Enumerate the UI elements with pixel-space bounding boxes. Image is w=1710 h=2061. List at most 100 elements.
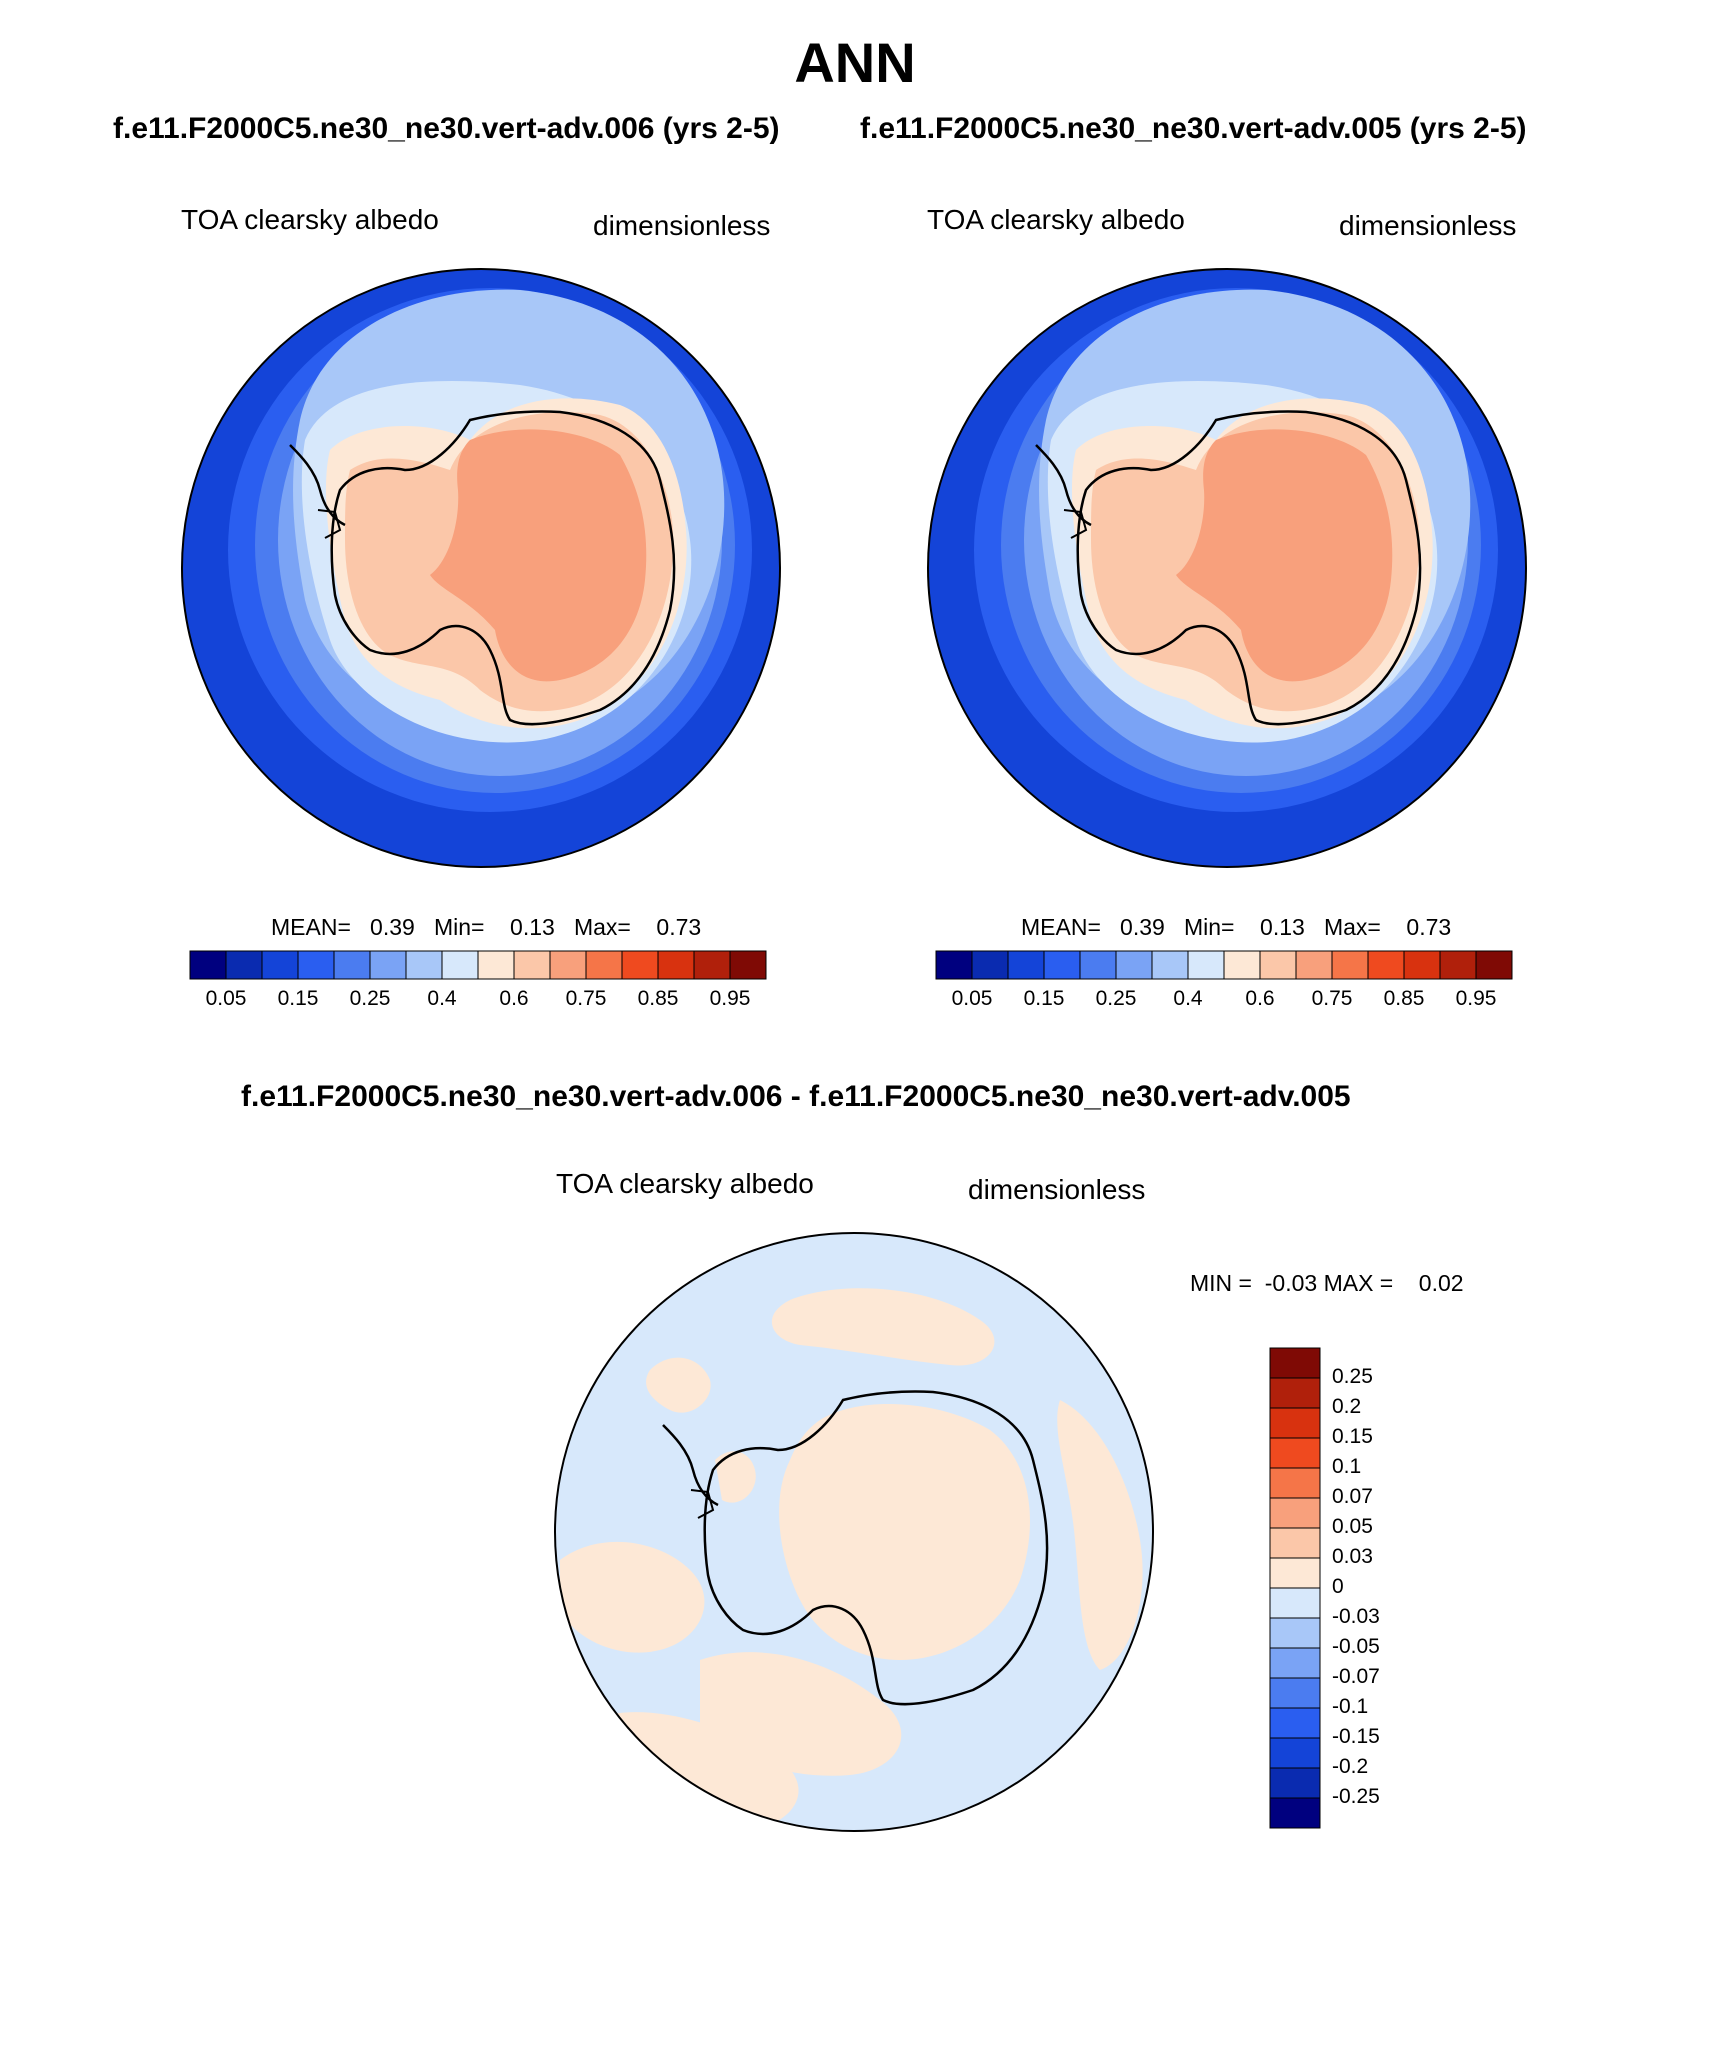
island-outline xyxy=(317,509,342,539)
colorbar-tick-label: 0.1 xyxy=(1332,1455,1362,1478)
colorbar-swatch xyxy=(1269,1677,1321,1709)
colorbar-swatch xyxy=(513,950,551,980)
colorbar-swatch xyxy=(1475,950,1513,980)
colorbar-swatch xyxy=(1295,950,1333,980)
left-units-label: dimensionless xyxy=(593,210,771,241)
colorbar-tick-label: 0.95 xyxy=(1455,987,1497,1010)
colorbar-swatch xyxy=(549,950,587,980)
positive-difference-patch xyxy=(715,1451,756,1503)
colorbar-swatch xyxy=(1115,950,1153,980)
colorbar-swatch xyxy=(1187,950,1225,980)
colorbar-swatch xyxy=(1269,1347,1321,1379)
right-variable-label: TOA clearsky albedo xyxy=(927,204,1185,235)
colorbar-tick-label: 0 xyxy=(1332,1575,1344,1598)
colorbar-tick-label: 0.05 xyxy=(1332,1515,1373,1538)
positive-difference-patch xyxy=(779,1403,1030,1660)
colorbar-tick-label: 0.6 xyxy=(1245,987,1275,1010)
colorbar-swatch xyxy=(621,950,659,980)
colorbar-swatch xyxy=(1269,1437,1321,1469)
colorbar-swatch xyxy=(405,950,443,980)
colorbar-tick-label: 0.2 xyxy=(1332,1395,1362,1418)
colorbar-tick-label: -0.15 xyxy=(1332,1725,1380,1748)
antarctic-coastline xyxy=(703,1390,1049,1706)
colorbar-tick-label: 0.03 xyxy=(1332,1545,1373,1568)
colorbar-tick-label: 0.05 xyxy=(205,987,247,1010)
colorbar-swatch xyxy=(1269,1647,1321,1679)
colorbar-swatch xyxy=(1269,1797,1321,1829)
colorbar-swatch xyxy=(1439,950,1477,980)
difference-polar-map xyxy=(554,1232,1154,1832)
colorbar-swatch xyxy=(1269,1407,1321,1439)
left-case-subtitle: f.e11.F2000C5.ne30_ne30.vert-adv.006 (yr… xyxy=(113,112,780,145)
colorbar-tick-label: 0.6 xyxy=(499,987,529,1010)
colorbar-tick-label: 0.95 xyxy=(709,987,751,1010)
left-colorbar xyxy=(189,950,767,980)
colorbar-swatch xyxy=(261,950,299,980)
positive-difference-patch xyxy=(1057,1400,1143,1670)
island-outline xyxy=(690,1489,715,1519)
colorbar-swatch xyxy=(1269,1557,1321,1589)
colorbar-tick-label: 0.25 xyxy=(1095,987,1137,1010)
colorbar-swatch xyxy=(971,950,1009,980)
colorbar-tick-label: -0.05 xyxy=(1332,1635,1380,1658)
colorbar-swatch xyxy=(1223,950,1261,980)
left-variable-label: TOA clearsky albedo xyxy=(181,204,439,235)
colorbar-swatch xyxy=(1269,1737,1321,1769)
colorbar-tick-label: 0.85 xyxy=(1383,987,1425,1010)
difference-colorbar xyxy=(1269,1347,1321,1829)
colorbar-swatch xyxy=(935,950,973,980)
antarctic-coastline xyxy=(1076,410,1422,726)
colorbar-tick-label: 0.85 xyxy=(637,987,679,1010)
colorbar-swatch xyxy=(1269,1707,1321,1739)
colorbar-tick-label: -0.2 xyxy=(1332,1755,1369,1778)
colorbar-swatch xyxy=(1269,1527,1321,1559)
colorbar-swatch xyxy=(657,950,695,980)
right-colorbar xyxy=(935,950,1513,980)
colorbar-tick-label: 0.05 xyxy=(951,987,993,1010)
colorbar-tick-label: 0.75 xyxy=(1311,987,1353,1010)
positive-difference-patch xyxy=(771,1288,995,1366)
colorbar-swatch xyxy=(225,950,263,980)
island-outline xyxy=(1063,509,1088,539)
colorbar-swatch xyxy=(369,950,407,980)
diff-minmax: MIN = -0.03 MAX = 0.02 xyxy=(1190,1270,1464,1296)
diff-units-label: dimensionless xyxy=(968,1174,1146,1205)
colorbar-swatch xyxy=(1269,1467,1321,1499)
colorbar-swatch xyxy=(1403,950,1441,980)
colorbar-tick-label: 0.25 xyxy=(1332,1365,1373,1388)
colorbar-swatch xyxy=(1331,950,1369,980)
colorbar-swatch xyxy=(1269,1587,1321,1619)
plateau-region xyxy=(1176,429,1393,682)
colorbar-tick-label: 0.4 xyxy=(1173,987,1203,1010)
colorbar-tick-label: 0.07 xyxy=(1332,1485,1373,1508)
colorbar-swatch xyxy=(585,950,623,980)
colorbar-swatch xyxy=(1043,950,1081,980)
colorbar-tick-label: 0.75 xyxy=(565,987,607,1010)
colorbar-swatch xyxy=(1151,950,1189,980)
colorbar-swatch xyxy=(333,950,371,980)
colorbar-tick-label: -0.25 xyxy=(1332,1785,1380,1808)
colorbar-swatch xyxy=(1269,1377,1321,1409)
colorbar-tick-label: 0.15 xyxy=(1023,987,1065,1010)
antarctic-coastline xyxy=(330,410,676,726)
right-stats: MEAN= 0.39 Min= 0.13 Max= 0.73 xyxy=(1021,914,1452,940)
right-units-label: dimensionless xyxy=(1339,210,1517,241)
colorbar-swatch xyxy=(1259,950,1297,980)
plateau-region xyxy=(430,429,647,682)
colorbar-swatch xyxy=(693,950,731,980)
left-stats: MEAN= 0.39 Min= 0.13 Max= 0.73 xyxy=(271,914,702,940)
colorbar-tick-label: 0.15 xyxy=(1332,1425,1373,1448)
colorbar-swatch xyxy=(1269,1617,1321,1649)
right-case-subtitle: f.e11.F2000C5.ne30_ne30.vert-adv.005 (yr… xyxy=(860,112,1527,145)
diff-variable-label: TOA clearsky albedo xyxy=(556,1168,814,1199)
colorbar-tick-label: -0.03 xyxy=(1332,1605,1380,1628)
colorbar-tick-label: -0.07 xyxy=(1332,1665,1380,1688)
left-polar-map xyxy=(181,268,781,868)
colorbar-tick-label: 0.15 xyxy=(277,987,319,1010)
difference-subtitle: f.e11.F2000C5.ne30_ne30.vert-adv.006 - f… xyxy=(241,1080,1351,1113)
colorbar-swatch xyxy=(1079,950,1117,980)
figure-title: ANN xyxy=(794,31,916,94)
colorbar-tick-label: 0.25 xyxy=(349,987,391,1010)
colorbar-swatch xyxy=(1007,950,1045,980)
